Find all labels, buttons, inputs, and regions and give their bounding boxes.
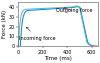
Y-axis label: Force (kN): Force (kN) — [2, 10, 7, 38]
Text: Outgoing force: Outgoing force — [56, 8, 93, 13]
X-axis label: Time (ms): Time (ms) — [44, 56, 72, 61]
Text: Incoming force: Incoming force — [19, 27, 56, 41]
